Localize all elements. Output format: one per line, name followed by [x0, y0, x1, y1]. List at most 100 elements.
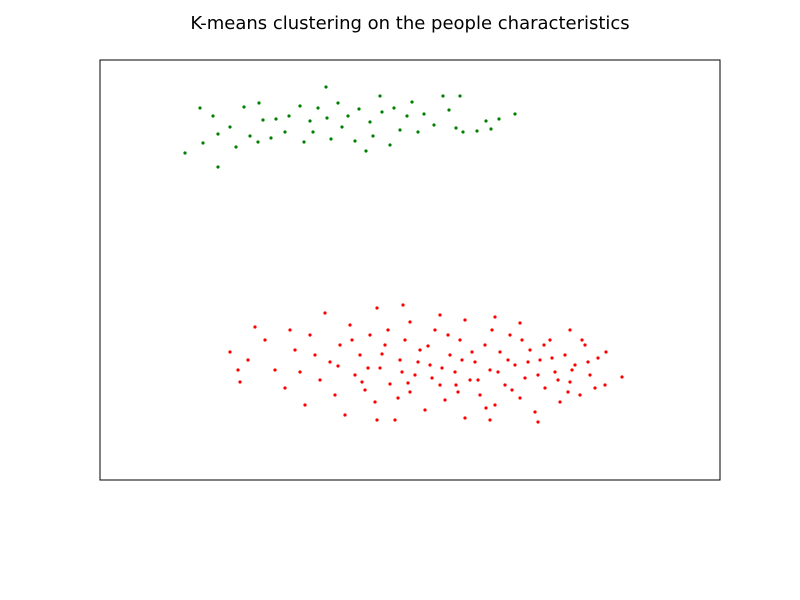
point [526, 360, 530, 364]
point [316, 106, 320, 110]
point [483, 343, 487, 347]
point [308, 119, 312, 123]
point [460, 358, 464, 362]
point [323, 311, 327, 315]
point [368, 333, 372, 337]
point [338, 343, 342, 347]
point [528, 348, 532, 352]
point [473, 360, 477, 364]
point [263, 338, 267, 342]
point [364, 149, 368, 153]
point [490, 328, 494, 332]
point [366, 366, 370, 370]
point [620, 375, 624, 379]
point [408, 320, 412, 324]
point [388, 382, 392, 386]
point [489, 127, 493, 131]
point [446, 333, 450, 337]
point [274, 117, 278, 121]
point [463, 318, 467, 322]
point [548, 338, 552, 342]
point [580, 338, 584, 342]
plot-frame [99, 59, 721, 481]
point [261, 118, 265, 122]
point [283, 386, 287, 390]
point [350, 338, 354, 342]
point [556, 378, 560, 382]
point [510, 388, 514, 392]
point [405, 114, 409, 118]
point [406, 381, 410, 385]
point [380, 352, 384, 356]
point [543, 386, 547, 390]
point [368, 120, 372, 124]
point [378, 366, 382, 370]
point [360, 380, 364, 384]
point [211, 114, 215, 118]
point [568, 328, 572, 332]
point [578, 393, 582, 397]
point [496, 370, 500, 374]
point [497, 117, 501, 121]
point [416, 360, 420, 364]
point [380, 110, 384, 114]
point [453, 370, 457, 374]
point [257, 101, 261, 105]
point [242, 105, 246, 109]
point [553, 370, 557, 374]
point [506, 358, 510, 362]
point [363, 388, 367, 392]
chart-title: K-means clustering on the people charact… [190, 13, 629, 34]
point [408, 390, 412, 394]
point [586, 360, 590, 364]
point [198, 106, 202, 110]
point [269, 136, 273, 140]
point [458, 338, 462, 342]
point [476, 378, 480, 382]
point [375, 306, 379, 310]
point [325, 116, 329, 120]
point [520, 338, 524, 342]
point [438, 383, 442, 387]
point [273, 368, 277, 372]
point [400, 370, 404, 374]
point [570, 368, 574, 372]
point [468, 378, 472, 382]
point [484, 406, 488, 410]
point [392, 106, 396, 110]
point [378, 94, 382, 98]
point [573, 363, 577, 367]
point [478, 393, 482, 397]
point [441, 94, 445, 98]
point [253, 325, 257, 329]
point [371, 134, 375, 138]
point [568, 380, 572, 384]
point [313, 353, 317, 357]
point [256, 140, 260, 144]
point [538, 358, 542, 362]
point [456, 390, 460, 394]
point [440, 366, 444, 370]
point [443, 398, 447, 402]
point [463, 416, 467, 420]
point [298, 104, 302, 108]
point [246, 358, 250, 362]
point [518, 396, 522, 400]
point [328, 360, 332, 364]
point [228, 350, 232, 354]
point [383, 343, 387, 347]
point [375, 418, 379, 422]
point [311, 130, 315, 134]
point [393, 418, 397, 422]
point [426, 344, 430, 348]
point [343, 413, 347, 417]
point [288, 328, 292, 332]
point [358, 353, 362, 357]
point [493, 403, 497, 407]
point [228, 125, 232, 129]
point [596, 356, 600, 360]
point [550, 356, 554, 360]
point [536, 420, 540, 424]
point [396, 396, 400, 400]
